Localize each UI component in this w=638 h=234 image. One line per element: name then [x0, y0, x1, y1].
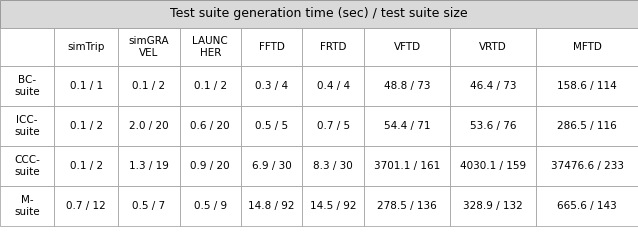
Text: 0.3 / 4: 0.3 / 4	[255, 81, 288, 91]
Text: ICC-
suite: ICC- suite	[15, 115, 40, 137]
Text: 0.1 / 1: 0.1 / 1	[70, 81, 103, 91]
Text: 6.9 / 30: 6.9 / 30	[252, 161, 292, 171]
Bar	[0, 66, 54, 106]
Bar	[537, 146, 638, 186]
Bar	[450, 146, 537, 186]
Bar	[54, 106, 118, 146]
Text: VRTD: VRTD	[479, 42, 507, 52]
Text: 14.5 / 92: 14.5 / 92	[310, 201, 357, 211]
Bar	[450, 106, 537, 146]
Text: 0.7 / 5: 0.7 / 5	[316, 121, 350, 131]
Text: simTrip: simTrip	[68, 42, 105, 52]
Bar	[118, 186, 179, 226]
Bar	[241, 28, 302, 66]
Text: 0.1 / 2: 0.1 / 2	[194, 81, 227, 91]
Text: 53.6 / 76: 53.6 / 76	[470, 121, 517, 131]
Text: 0.1 / 2: 0.1 / 2	[70, 161, 103, 171]
Bar	[302, 186, 364, 226]
Bar	[179, 146, 241, 186]
Bar	[54, 66, 118, 106]
Bar	[450, 186, 537, 226]
Bar	[537, 186, 638, 226]
Bar	[179, 28, 241, 66]
Text: M-
suite: M- suite	[15, 195, 40, 217]
Text: 4030.1 / 159: 4030.1 / 159	[460, 161, 526, 171]
Bar	[302, 66, 364, 106]
Bar	[179, 186, 241, 226]
Bar	[241, 186, 302, 226]
Text: 3701.1 / 161: 3701.1 / 161	[374, 161, 440, 171]
Bar	[241, 146, 302, 186]
Bar	[364, 28, 450, 66]
Text: 0.6 / 20: 0.6 / 20	[191, 121, 230, 131]
Text: 2.0 / 20: 2.0 / 20	[129, 121, 168, 131]
Text: 0.1 / 2: 0.1 / 2	[132, 81, 165, 91]
Bar	[364, 146, 450, 186]
Bar	[537, 28, 638, 66]
Bar	[118, 106, 179, 146]
Bar	[118, 146, 179, 186]
Bar	[54, 28, 118, 66]
Text: 14.8 / 92: 14.8 / 92	[248, 201, 295, 211]
Text: 0.5 / 9: 0.5 / 9	[194, 201, 227, 211]
Bar	[54, 186, 118, 226]
Text: 0.7 / 12: 0.7 / 12	[66, 201, 106, 211]
Bar	[364, 186, 450, 226]
Text: 0.4 / 4: 0.4 / 4	[316, 81, 350, 91]
Bar	[537, 66, 638, 106]
Text: BC-
suite: BC- suite	[15, 75, 40, 97]
Bar	[537, 106, 638, 146]
Bar	[118, 66, 179, 106]
Bar	[302, 146, 364, 186]
Bar	[364, 66, 450, 106]
Text: CCC-
suite: CCC- suite	[14, 155, 40, 177]
Bar	[450, 66, 537, 106]
Text: 328.9 / 132: 328.9 / 132	[463, 201, 523, 211]
Text: 0.1 / 2: 0.1 / 2	[70, 121, 103, 131]
Text: 665.6 / 143: 665.6 / 143	[558, 201, 617, 211]
Bar	[0, 146, 54, 186]
Bar	[241, 66, 302, 106]
Text: Test suite generation time (sec) / test suite size: Test suite generation time (sec) / test …	[170, 7, 468, 21]
Bar	[241, 106, 302, 146]
Text: 8.3 / 30: 8.3 / 30	[313, 161, 353, 171]
Bar	[364, 106, 450, 146]
Bar	[0, 186, 54, 226]
Text: 158.6 / 114: 158.6 / 114	[558, 81, 617, 91]
Bar	[0, 106, 54, 146]
Bar	[450, 28, 537, 66]
Text: 37476.6 / 233: 37476.6 / 233	[551, 161, 624, 171]
Text: 54.4 / 71: 54.4 / 71	[384, 121, 430, 131]
Bar	[54, 146, 118, 186]
Text: MFTD: MFTD	[573, 42, 602, 52]
Bar	[0, 0, 638, 28]
Text: LAUNC
HER: LAUNC HER	[193, 36, 228, 58]
Text: FFTD: FFTD	[259, 42, 285, 52]
Bar	[302, 106, 364, 146]
Text: simGRA
VEL: simGRA VEL	[128, 36, 169, 58]
Text: 48.8 / 73: 48.8 / 73	[384, 81, 430, 91]
Text: FRTD: FRTD	[320, 42, 346, 52]
Text: 0.9 / 20: 0.9 / 20	[191, 161, 230, 171]
Bar	[0, 28, 54, 66]
Text: 46.4 / 73: 46.4 / 73	[470, 81, 517, 91]
Text: 0.5 / 7: 0.5 / 7	[132, 201, 165, 211]
Text: 0.5 / 5: 0.5 / 5	[255, 121, 288, 131]
Bar	[179, 106, 241, 146]
Bar	[302, 28, 364, 66]
Text: 286.5 / 116: 286.5 / 116	[558, 121, 617, 131]
Text: 1.3 / 19: 1.3 / 19	[129, 161, 169, 171]
Bar	[179, 66, 241, 106]
Text: 278.5 / 136: 278.5 / 136	[377, 201, 437, 211]
Bar	[118, 28, 179, 66]
Text: VFTD: VFTD	[394, 42, 420, 52]
